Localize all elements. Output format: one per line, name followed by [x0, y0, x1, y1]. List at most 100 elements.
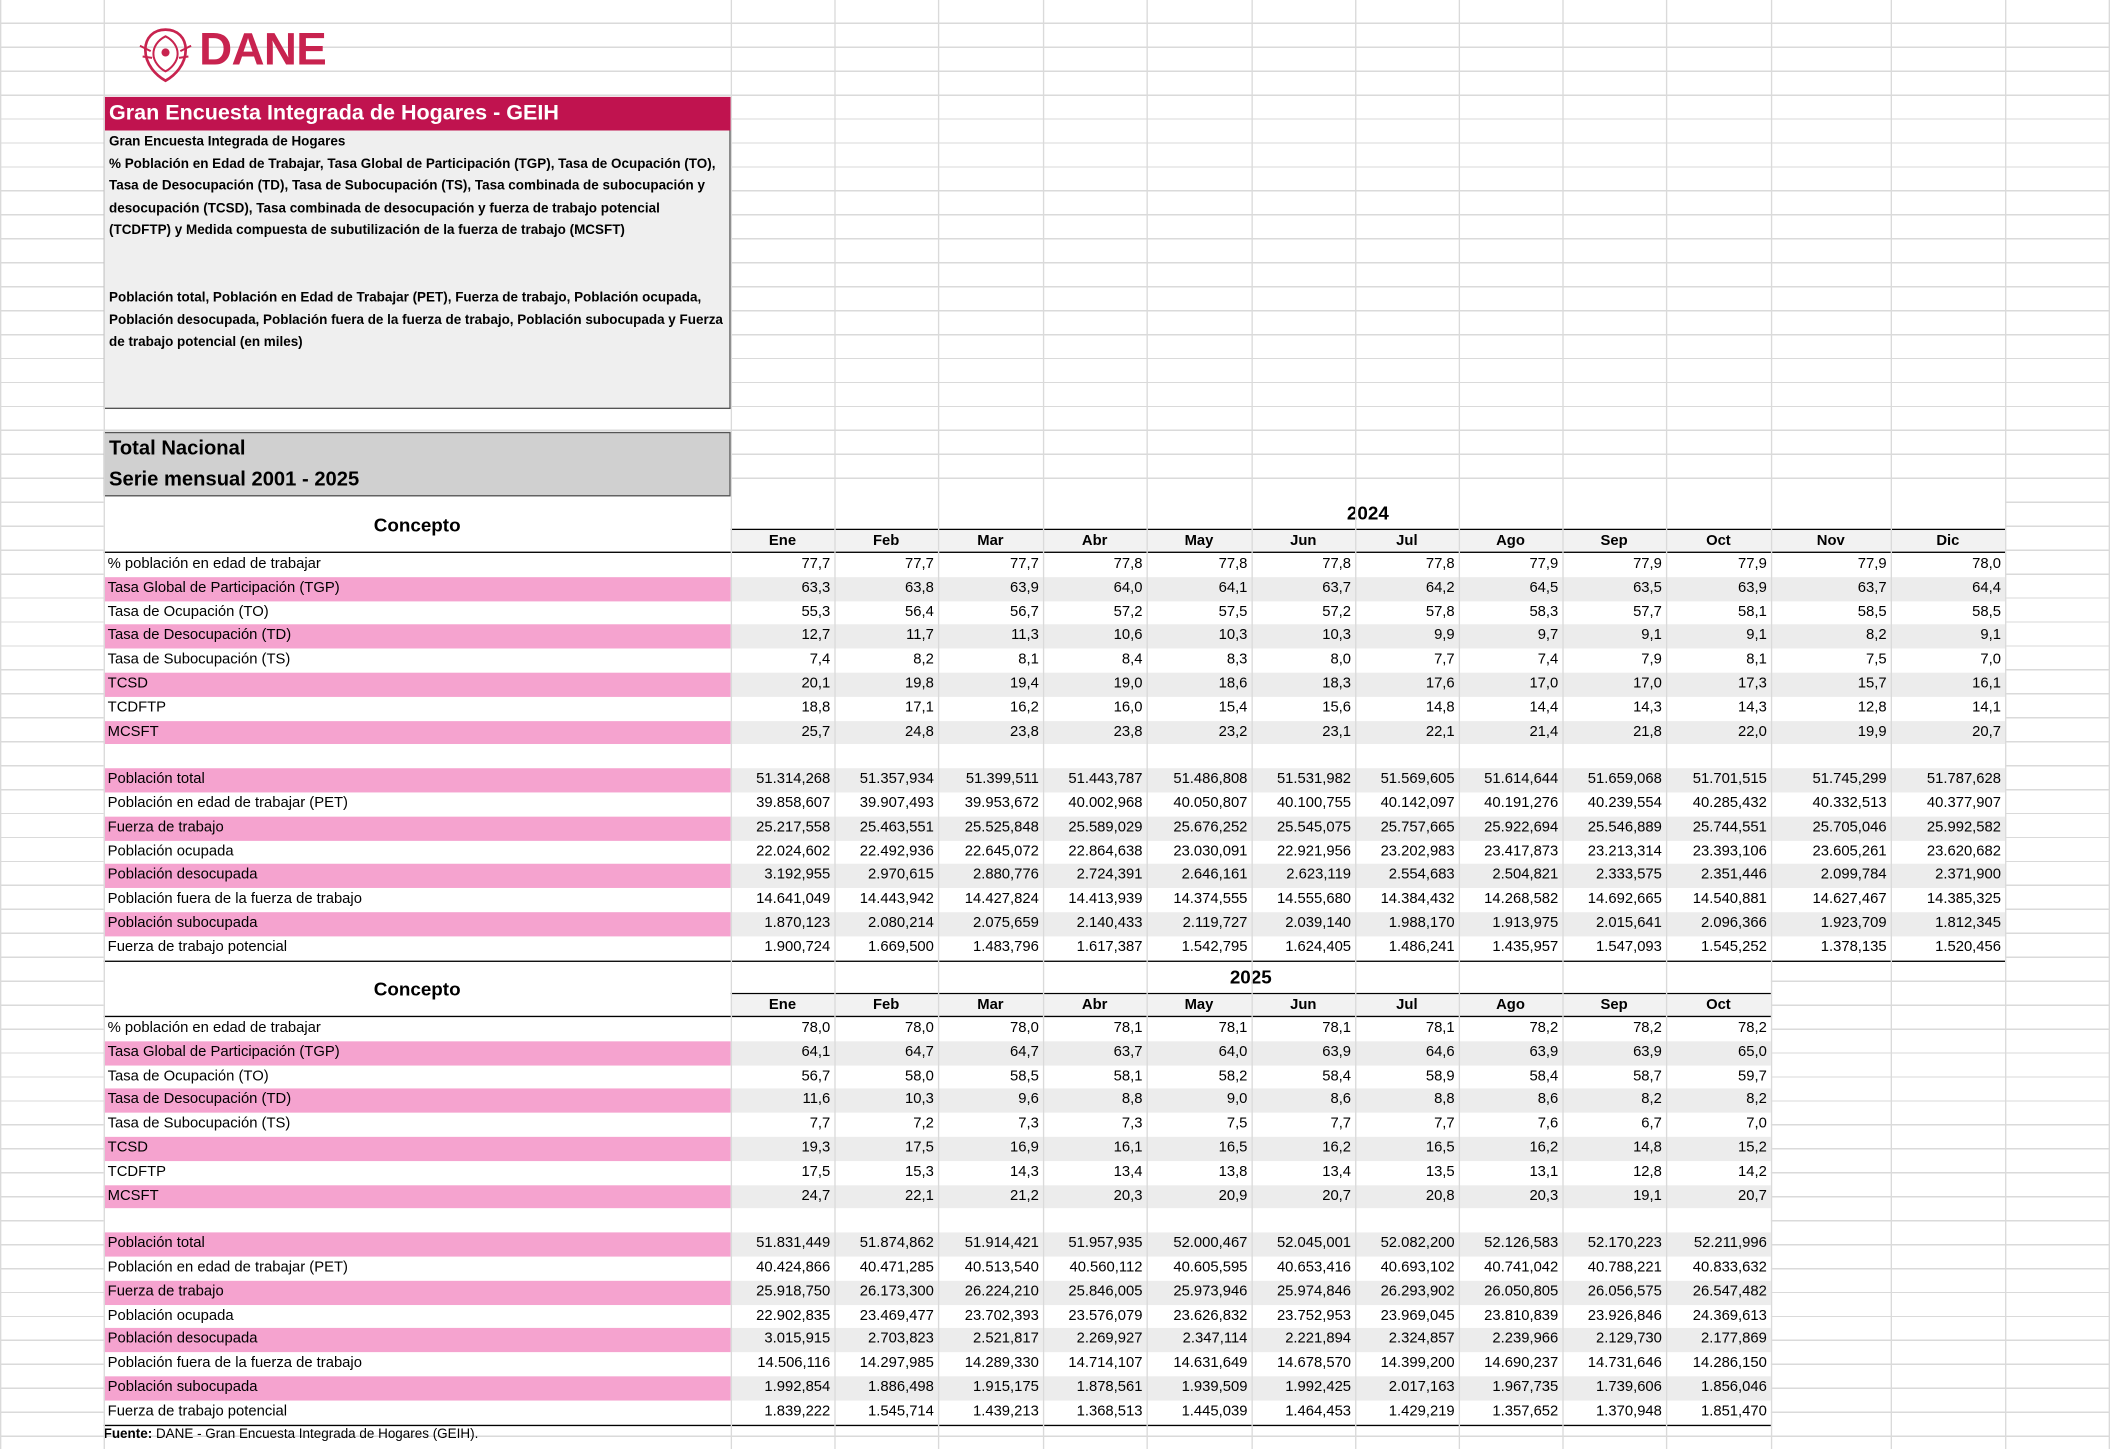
cell-value: 10,3 [834, 1088, 938, 1113]
cell-value: 17,1 [905, 699, 934, 716]
cell-value: 20,7 [1890, 720, 2006, 745]
cell-value: 1.967,735 [1458, 1376, 1563, 1401]
cell-value: 23.752,953 [1276, 1307, 1352, 1324]
row-label: Población subocupada [103, 1376, 731, 1401]
cell-value: 40.693,102 [1380, 1259, 1455, 1276]
cell-value: 2.140,433 [1042, 912, 1147, 937]
cell-value: 24,7 [730, 1184, 835, 1209]
cell-value: 25.846,005 [1042, 1280, 1147, 1305]
row-label: Tasa de Subocupación (TS) [107, 1115, 291, 1132]
cell-value: 52.082,200 [1355, 1232, 1459, 1257]
cell-value: 14.385,325 [1926, 890, 2001, 908]
cell-value: 64,1 [730, 1041, 835, 1066]
cell-value: 16,2 [1251, 1136, 1356, 1161]
cell-value: 15,4 [1218, 699, 1248, 716]
cell-value: 6,7 [1641, 1115, 1662, 1132]
row-label: Población total [103, 768, 731, 793]
cell-value: 1.812,345 [1890, 912, 2006, 937]
month-header: May [1146, 994, 1252, 1016]
grid-line [2005, 0, 2007, 1449]
description: % Población en Edad de Trabajar, Tasa Gl… [108, 156, 716, 239]
logo-emblem [139, 28, 192, 83]
cell-value: 26.547,482 [1665, 1280, 1771, 1305]
cell-value: 8,2 [1770, 624, 1891, 649]
cell-value: 8,8 [1042, 1088, 1147, 1113]
grid-line [1042, 0, 1045, 1449]
cell-value: 20,3 [1042, 1184, 1147, 1209]
cell-value: 57,5 [1218, 603, 1248, 620]
row-label: Tasa Global de Participación (TGP) [103, 1041, 731, 1066]
month-header: Feb [834, 530, 938, 552]
row-label: Población en edad de trabajar (PET) [107, 795, 348, 812]
cell-value: 15,2 [1665, 1136, 1771, 1161]
cell-value: 14,2 [1738, 1163, 1767, 1180]
cell-value: 64,7 [937, 1041, 1043, 1066]
cell-value: 77,7 [905, 555, 934, 572]
cell-value: 40.513,540 [964, 1259, 1039, 1276]
cell-value: 51.569,605 [1355, 768, 1459, 793]
concept-header: Concepto [373, 978, 461, 1000]
footer: Fuente: DANE - Gran Encuesta Integrada d… [104, 1426, 479, 1445]
cell-value: 23.626,832 [1173, 1307, 1248, 1324]
cell-value: 11,7 [834, 624, 938, 649]
grid-line [1251, 0, 1253, 1449]
month-header: Oct [1665, 994, 1771, 1016]
cell-value: 1.939,509 [1146, 1376, 1252, 1401]
cell-value: 17,6 [1355, 672, 1459, 697]
cell-value: 1.368,513 [1076, 1402, 1143, 1420]
cell-value: 21,2 [937, 1184, 1043, 1209]
cell-value: 14.443,942 [859, 890, 934, 908]
cell-value: 58,9 [1425, 1067, 1455, 1084]
cell-value: 18,6 [1146, 672, 1252, 697]
cell-value: 10,3 [1146, 624, 1252, 649]
month-header: Jun [1251, 530, 1356, 552]
cell-value: 51.831,449 [730, 1232, 835, 1257]
cell-value: 14,8 [1562, 1136, 1666, 1161]
grid-line [937, 0, 940, 1449]
cell-value: 7,3 [1018, 1115, 1039, 1132]
cell-value: 40.191,276 [1484, 795, 1559, 812]
cell-value: 40.002,968 [1068, 795, 1143, 812]
cell-value: 14.384,432 [1380, 890, 1455, 908]
cell-value: 40.239,554 [1587, 795, 1662, 812]
year-header: 2024 [730, 498, 2006, 531]
cell-value: 51.874,862 [834, 1232, 938, 1257]
cell-value: 40.285,432 [1692, 795, 1767, 812]
cell-value: 77,9 [1529, 555, 1559, 572]
cell-value: 1.851,470 [1700, 1402, 1767, 1420]
cell-value: 19,9 [1770, 720, 1891, 745]
cell-value: 63,5 [1562, 576, 1666, 601]
cell-value: 26.173,300 [834, 1280, 938, 1305]
month-header: Abr [1042, 530, 1147, 552]
cell-value: 63,9 [1458, 1041, 1563, 1066]
cell-value: 78,2 [1633, 1019, 1662, 1036]
cell-value: 2.333,575 [1562, 864, 1666, 889]
row-label: MCSFT [103, 720, 731, 745]
month-header: Jul [1355, 530, 1459, 552]
cell-value: 2.075,659 [937, 912, 1043, 937]
cell-value: 2.324,857 [1355, 1328, 1459, 1353]
cell-value: 1.542,795 [1181, 938, 1248, 955]
cell-value: 14,3 [1633, 699, 1662, 716]
description: Población total, Población en Edad de Tr… [108, 290, 723, 351]
cell-value: 3.192,955 [730, 864, 835, 889]
cell-value: 2.177,869 [1665, 1328, 1771, 1353]
cell-value: 2.080,214 [834, 912, 938, 937]
cell-value: 8,6 [1251, 1088, 1356, 1113]
cell-value: 51.745,299 [1770, 768, 1891, 793]
cell-value: 14.692,665 [1587, 890, 1662, 908]
cell-value: 64,1 [1146, 576, 1252, 601]
footer-text: DANE - Gran Encuesta Integrada de Hogare… [155, 1427, 479, 1443]
cell-value: 14.540,881 [1692, 890, 1767, 908]
cell-value: 23.926,846 [1587, 1307, 1662, 1324]
cell-value: 1.878,561 [1042, 1376, 1147, 1401]
cell-value: 14.297,985 [859, 1355, 934, 1372]
cell-value: 14.286,150 [1692, 1355, 1767, 1372]
section-box: Total Nacional Serie mensual 2001 - 2025 [103, 431, 731, 497]
cell-value: 58,1 [1113, 1067, 1143, 1084]
cell-value: 58,5 [1010, 1067, 1039, 1084]
grid-line [1770, 0, 1773, 1449]
cell-value: 77,8 [1425, 555, 1455, 572]
cell-value: 63,9 [1665, 576, 1771, 601]
